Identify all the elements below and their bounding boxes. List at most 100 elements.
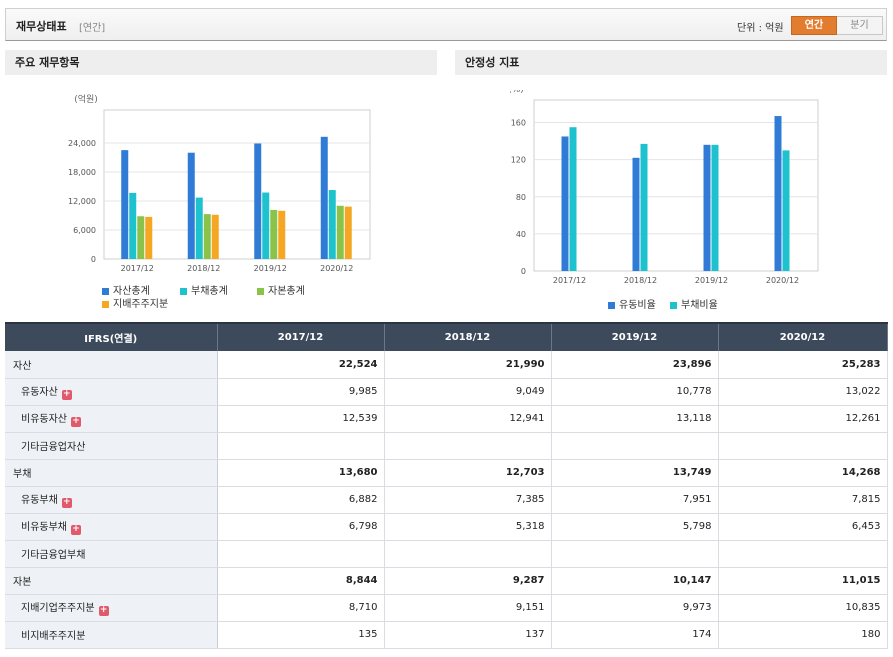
expand-plus-icon[interactable]: +	[98, 605, 109, 616]
value-cell: 13,118	[551, 405, 719, 433]
row-label-cell: 자본	[5, 567, 218, 595]
bar	[137, 216, 145, 259]
table-row: 지배기업주주지분 +8,710 9,151 9,973 10,835	[5, 594, 888, 622]
value-cell: 8,844	[217, 567, 385, 595]
expand-plus-icon[interactable]: +	[61, 497, 72, 508]
legend-item: 자산총계	[102, 282, 150, 297]
value-cell: 7,815	[718, 486, 888, 514]
legend-swatch	[102, 288, 109, 295]
x-tick-label: 2020/12	[320, 264, 353, 273]
table-row: 기타금융업자산	[5, 432, 888, 460]
bar	[336, 205, 344, 259]
table-row: 자산 22,524 21,990 23,896 25,283	[5, 351, 888, 379]
row-label: 부채	[13, 469, 32, 480]
value-cell: 10,835	[718, 594, 888, 622]
bar	[262, 192, 270, 259]
row-label-cell: 지배기업주주지분 +	[5, 594, 218, 622]
value-cell: 8,710	[217, 594, 385, 622]
table-row: 유동부채 +6,882 7,385 7,951 7,815	[5, 486, 888, 514]
stability-panel-title: 안정성 지표	[455, 50, 887, 75]
value-cell: 13,749	[551, 459, 719, 487]
x-tick-label: 2017/12	[553, 276, 586, 285]
column-header: 2019/12	[551, 322, 719, 351]
expand-plus-icon[interactable]: +	[61, 389, 72, 400]
value-cell: 13,022	[718, 378, 888, 406]
bar	[344, 206, 352, 259]
bar	[121, 150, 129, 259]
legend-item: 유동비율	[608, 296, 656, 311]
legend-label: 지배주주지분	[113, 299, 169, 310]
row-label: 유동자산	[21, 387, 58, 398]
bar	[195, 197, 203, 259]
plot-frame	[533, 99, 819, 272]
x-tick-label: 2020/12	[766, 276, 799, 285]
value-cell: 12,539	[217, 405, 385, 433]
x-tick-label: 2019/12	[695, 276, 728, 285]
bar	[328, 190, 336, 259]
key-items-panel-title: 주요 재무항목	[5, 50, 437, 75]
value-cell	[217, 432, 385, 460]
value-cell: 180	[718, 621, 888, 649]
bar	[254, 143, 262, 259]
row-label-cell: 유동자산 +	[5, 378, 218, 406]
value-cell: 9,985	[217, 378, 385, 406]
x-tick-label: 2017/12	[121, 264, 154, 273]
table-header-row: IFRS(연결) 2017/12 2018/12 2019/12 2020/12	[5, 322, 888, 351]
expand-plus-icon[interactable]: +	[71, 524, 81, 535]
key-items-legend: 자산총계 부채총계 자본총계 지배주주지분	[102, 282, 362, 312]
annual-toggle-button[interactable]: 연간	[791, 16, 837, 35]
legend-swatch	[608, 302, 615, 309]
period-toggle: 연간 분기	[791, 16, 883, 35]
legend-label: 유동비율	[619, 300, 656, 311]
row-label-cell: 비유동자산 +	[5, 405, 218, 433]
value-cell: 21,990	[384, 351, 552, 379]
row-label-cell: 유동부채 +	[5, 486, 218, 514]
value-cell: 23,896	[551, 351, 719, 379]
legend-label: 자산총계	[113, 286, 150, 297]
y-tick-label: 0	[91, 255, 96, 264]
row-label-cell: 기타금융업자산	[5, 432, 218, 460]
y-tick-label: 0	[521, 267, 526, 276]
legend-label: 부채총계	[191, 286, 228, 297]
bar	[203, 214, 211, 259]
value-cell: 135	[217, 621, 385, 649]
y-tick-label: 24,000	[68, 139, 96, 148]
bar	[145, 216, 153, 259]
expand-plus-icon[interactable]: +	[71, 416, 81, 427]
value-cell: 22,524	[217, 351, 385, 379]
quarter-toggle-button[interactable]: 분기	[837, 16, 883, 35]
row-label-cell: 기타금융업부채	[5, 540, 218, 568]
bar	[569, 127, 577, 271]
bar	[211, 214, 219, 259]
value-cell: 9,287	[384, 567, 552, 595]
bar	[561, 136, 569, 271]
bar	[320, 136, 328, 259]
bar	[782, 150, 790, 271]
bar	[270, 209, 278, 259]
row-label: 유동부채	[21, 495, 58, 506]
value-cell: 12,941	[384, 405, 552, 433]
table-row: 비유동부채 +6,798 5,318 5,798 6,453	[5, 513, 888, 541]
row-label-cell: 자산	[5, 351, 218, 379]
bar	[640, 143, 648, 271]
value-cell: 5,318	[384, 513, 552, 541]
row-label-cell: 부채	[5, 459, 218, 487]
value-cell: 6,798	[217, 513, 385, 541]
table-row: 비지배주주지분 135 137 174 180	[5, 621, 888, 649]
balance-sheet-table: IFRS(연결) 2017/12 2018/12 2019/12 2020/12…	[5, 322, 888, 649]
legend-item: 부채총계	[180, 282, 228, 297]
table-row: 자본 8,844 9,287 10,147 11,015	[5, 567, 888, 595]
row-label: 지배기업주주지분	[21, 603, 95, 614]
value-cell: 12,261	[718, 405, 888, 433]
legend-swatch	[257, 288, 264, 295]
value-cell: 174	[551, 621, 719, 649]
table-row: 기타금융업부채	[5, 540, 888, 568]
value-cell: 7,951	[551, 486, 719, 514]
row-label: 비유동부채	[21, 522, 67, 533]
legend-swatch	[670, 302, 677, 309]
value-cell	[551, 540, 719, 568]
legend-item: 부채비율	[670, 296, 718, 311]
y-tick-label: 160	[511, 119, 526, 128]
column-header: 2020/12	[718, 322, 888, 351]
stability-chart: (%) 0 40 80 120 160 2017/12 2018/12 2019/12 2020/…	[510, 90, 819, 285]
